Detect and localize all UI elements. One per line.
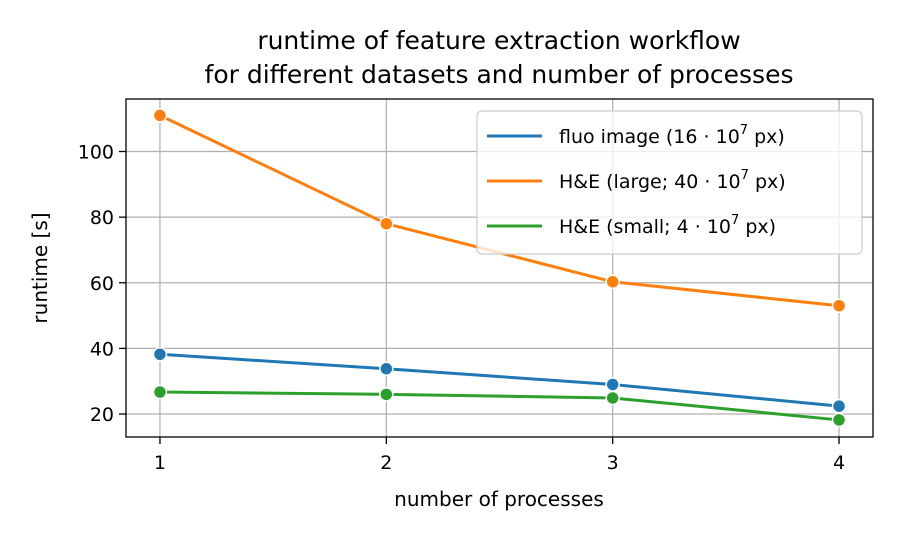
legend-entry-2: H&E (small; 4 · 107 px) (559, 213, 776, 238)
legend-text-part: px) (739, 216, 776, 238)
legend: fluo image (16 · 107 px)H&E (large; 40 ·… (476, 110, 863, 255)
data-point (152, 347, 168, 362)
legend-text-part: H&E (large; 40 · 10 (559, 171, 741, 193)
legend-text-part: H&E (small; 4 · 10 (559, 216, 731, 238)
data-point (605, 390, 620, 406)
legend-box (476, 110, 863, 255)
x-tick-label: 1 (154, 452, 166, 474)
chart-title: runtime of feature extraction workflow (257, 26, 740, 55)
legend-text-part: px) (749, 171, 786, 193)
y-tick-label: 80 (90, 207, 114, 229)
legend-superscript: 7 (731, 213, 739, 228)
data-point (379, 361, 394, 376)
legend-entry-1: H&E (large; 40 · 107 px) (559, 168, 786, 193)
data-point (831, 412, 847, 428)
x-tick-label: 4 (833, 452, 845, 474)
data-point (379, 387, 394, 402)
plot-frame (125, 98, 874, 438)
legend-entry-0: fluo image (16 · 107 px) (559, 123, 785, 148)
y-tick-label: 40 (90, 338, 114, 360)
legend-superscript: 7 (740, 123, 748, 138)
data-point (831, 298, 847, 313)
y-tick-label: 20 (90, 404, 114, 426)
data-point (605, 274, 620, 290)
x-tick-label: 3 (607, 452, 619, 474)
x-tick-label: 2 (380, 452, 392, 474)
x-axis-label: number of processes (394, 487, 604, 511)
data-point (379, 216, 394, 231)
axis-ticks: 1 2 3 4 20 40 60 80 100 (78, 142, 845, 474)
data-point (152, 384, 168, 400)
legend-text-part: fluo image (16 · 10 (559, 126, 740, 148)
data-point (605, 377, 620, 392)
data-point (152, 108, 168, 123)
legend-text-part: px) (748, 126, 785, 148)
data-point (831, 398, 847, 414)
chart-subtitle: for different datasets and number of pro… (205, 60, 794, 89)
legend-superscript: 7 (741, 168, 749, 183)
series-line-0 (159, 352, 840, 408)
series-line-2 (159, 390, 840, 422)
y-tick-label: 100 (78, 142, 114, 164)
y-axis-label: runtime [s] (28, 212, 52, 323)
y-tick-label: 60 (90, 273, 114, 295)
